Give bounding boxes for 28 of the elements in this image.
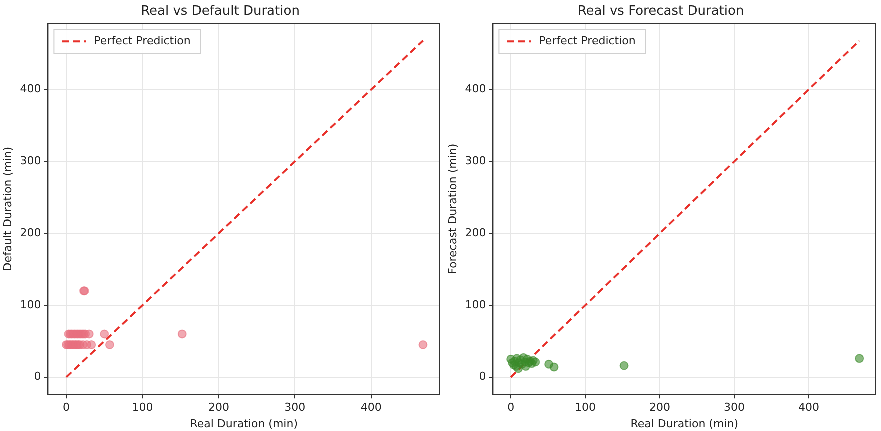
x-tick-label: 0 [62,401,70,414]
x-tick-label: 400 [798,401,820,414]
x-tick-label: 200 [650,401,671,414]
y-tick-label: 200 [20,226,42,240]
x-tick-label: 100 [132,401,154,414]
chart-title: Real vs Forecast Duration [578,4,744,20]
y-tick-label: 100 [20,298,42,312]
y-tick-label: 400 [465,82,486,96]
y-axis-title: Default Duration (min) [1,146,14,272]
x-axis-title: Real Duration (min) [630,417,739,430]
x-tick-label: 300 [284,401,306,414]
y-tick-label: 300 [20,154,42,168]
y-tick-label: 300 [465,154,486,168]
x-tick-label: 200 [208,401,230,414]
legend-label: Perfect Prediction [539,34,636,48]
y-tick-label: 100 [465,298,486,312]
x-tick-label: 300 [724,401,745,414]
y-tick-label: 400 [20,82,42,96]
y-tick-label: 0 [34,370,42,384]
legend-label: Perfect Prediction [94,34,191,48]
y-tick-label: 0 [479,370,486,384]
x-axis-title: Real Duration (min) [190,417,298,430]
chart-title: Real vs Default Duration [141,4,300,20]
x-tick-label: 0 [508,401,515,414]
x-tick-label: 400 [360,401,382,414]
y-tick-label: 200 [465,226,486,240]
y-axis-title: Forecast Duration (min) [446,144,460,274]
x-tick-label: 100 [575,401,596,414]
